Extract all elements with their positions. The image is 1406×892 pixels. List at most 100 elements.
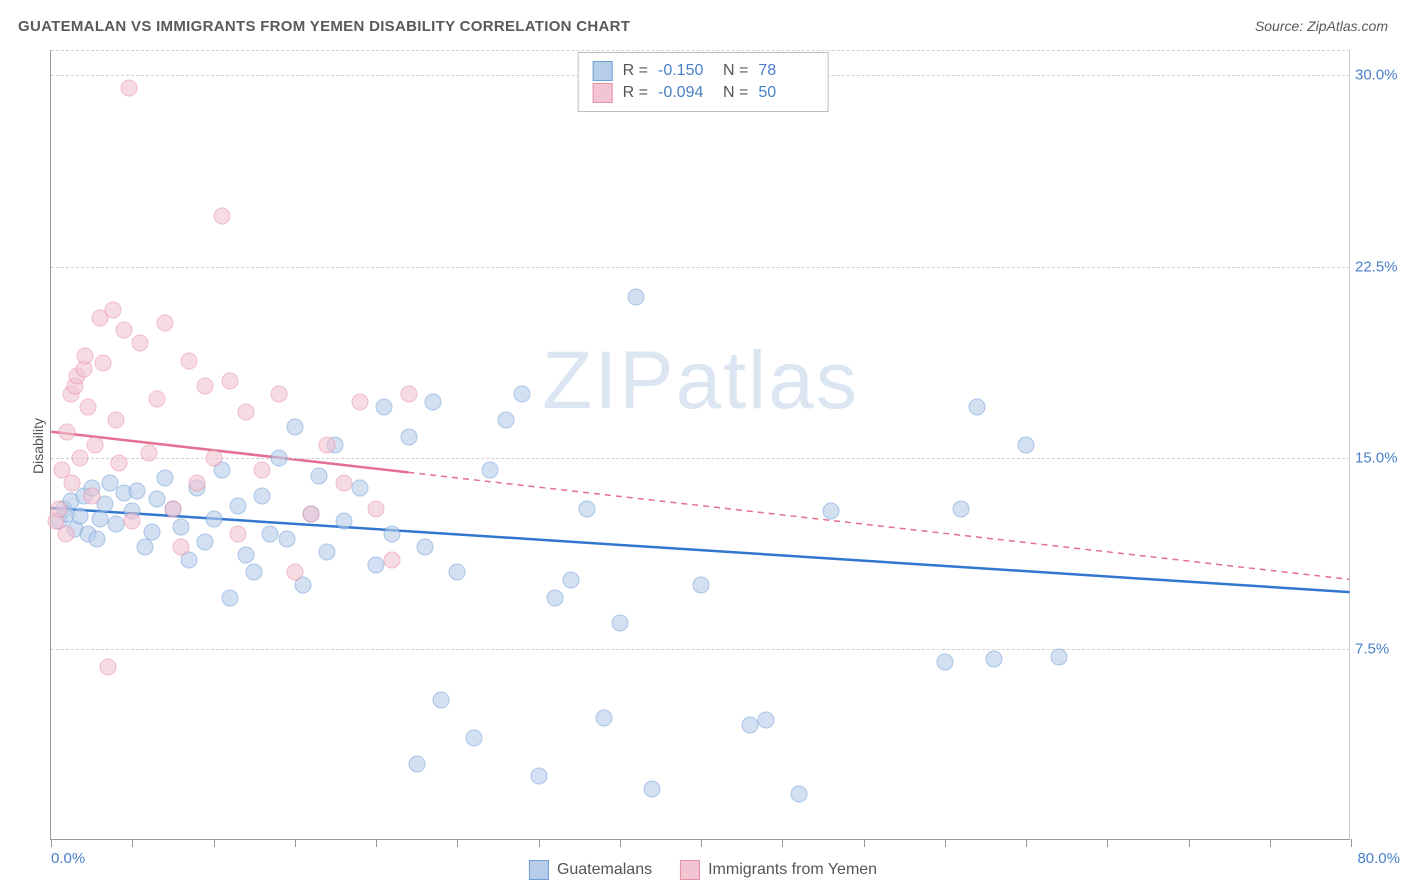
scatter-point bbox=[137, 538, 154, 555]
x-tick bbox=[864, 839, 865, 847]
scatter-point bbox=[121, 80, 138, 97]
scatter-point bbox=[173, 518, 190, 535]
scatter-point bbox=[351, 480, 368, 497]
scatter-point bbox=[278, 531, 295, 548]
scatter-point bbox=[319, 544, 336, 561]
scatter-point bbox=[262, 526, 279, 543]
gridline bbox=[51, 649, 1350, 650]
scatter-point bbox=[790, 786, 807, 803]
gridline bbox=[51, 267, 1350, 268]
x-axis-max-label: 80.0% bbox=[1357, 850, 1400, 867]
y-tick-label: 30.0% bbox=[1355, 67, 1405, 84]
r-label: R = bbox=[623, 62, 648, 80]
scatter-point bbox=[270, 449, 287, 466]
x-tick bbox=[457, 839, 458, 847]
chart-title: GUATEMALAN VS IMMIGRANTS FROM YEMEN DISA… bbox=[18, 18, 630, 35]
scatter-point bbox=[644, 781, 661, 798]
scatter-point bbox=[1018, 437, 1035, 454]
trend-line-solid bbox=[51, 432, 408, 473]
legend-stat-row: R =-0.150N =78 bbox=[593, 61, 814, 81]
y-tick-label: 22.5% bbox=[1355, 258, 1405, 275]
scatter-point bbox=[286, 564, 303, 581]
scatter-point bbox=[335, 513, 352, 530]
x-tick bbox=[620, 839, 621, 847]
scatter-point bbox=[116, 322, 133, 339]
x-tick bbox=[539, 839, 540, 847]
scatter-point bbox=[57, 526, 74, 543]
scatter-point bbox=[197, 533, 214, 550]
x-tick bbox=[1026, 839, 1027, 847]
legend-swatch bbox=[529, 860, 549, 880]
x-tick bbox=[1351, 839, 1352, 847]
scatter-point bbox=[205, 510, 222, 527]
scatter-point bbox=[143, 523, 160, 540]
plot-area: ZIPatlas 0.0% 80.0% 7.5%15.0%22.5%30.0% bbox=[50, 50, 1350, 840]
scatter-point bbox=[758, 712, 775, 729]
scatter-point bbox=[197, 378, 214, 395]
scatter-point bbox=[449, 564, 466, 581]
scatter-point bbox=[546, 589, 563, 606]
x-tick bbox=[1189, 839, 1190, 847]
scatter-point bbox=[433, 691, 450, 708]
scatter-point bbox=[953, 500, 970, 517]
scatter-point bbox=[424, 393, 441, 410]
scatter-point bbox=[108, 516, 125, 533]
n-value: 78 bbox=[758, 62, 813, 80]
scatter-point bbox=[254, 487, 271, 504]
scatter-point bbox=[51, 500, 68, 517]
scatter-point bbox=[59, 424, 76, 441]
scatter-point bbox=[969, 398, 986, 415]
scatter-point bbox=[985, 651, 1002, 668]
scatter-point bbox=[246, 564, 263, 581]
scatter-point bbox=[579, 500, 596, 517]
scatter-point bbox=[148, 490, 165, 507]
scatter-point bbox=[563, 572, 580, 589]
scatter-point bbox=[72, 508, 89, 525]
source-attribution: Source: ZipAtlas.com bbox=[1255, 18, 1388, 34]
scatter-point bbox=[156, 470, 173, 487]
scatter-point bbox=[936, 653, 953, 670]
x-tick bbox=[214, 839, 215, 847]
scatter-point bbox=[368, 556, 385, 573]
x-axis-min-label: 0.0% bbox=[51, 850, 85, 867]
scatter-point bbox=[229, 526, 246, 543]
scatter-point bbox=[498, 411, 515, 428]
scatter-point bbox=[1050, 648, 1067, 665]
x-tick bbox=[51, 839, 52, 847]
scatter-point bbox=[514, 386, 531, 403]
scatter-point bbox=[465, 730, 482, 747]
legend-stat-row: R =-0.094N =50 bbox=[593, 83, 814, 103]
r-value: -0.150 bbox=[658, 62, 713, 80]
x-tick bbox=[376, 839, 377, 847]
scatter-point bbox=[376, 398, 393, 415]
legend-swatch bbox=[680, 860, 700, 880]
scatter-point bbox=[83, 487, 100, 504]
scatter-point bbox=[91, 510, 108, 527]
scatter-point bbox=[64, 475, 81, 492]
scatter-point bbox=[129, 482, 146, 499]
x-tick bbox=[1270, 839, 1271, 847]
scatter-point bbox=[173, 538, 190, 555]
scatter-point bbox=[221, 589, 238, 606]
scatter-point bbox=[335, 475, 352, 492]
scatter-point bbox=[132, 335, 149, 352]
scatter-point bbox=[80, 398, 97, 415]
scatter-point bbox=[254, 462, 271, 479]
scatter-point bbox=[181, 352, 198, 369]
scatter-point bbox=[213, 207, 230, 224]
scatter-point bbox=[319, 437, 336, 454]
scatter-point bbox=[286, 419, 303, 436]
trend-lines-svg bbox=[51, 50, 1350, 839]
legend-label: Guatemalans bbox=[557, 861, 652, 879]
x-tick bbox=[295, 839, 296, 847]
scatter-point bbox=[221, 373, 238, 390]
x-tick bbox=[782, 839, 783, 847]
scatter-point bbox=[238, 403, 255, 420]
x-tick bbox=[945, 839, 946, 847]
legend-swatch bbox=[593, 61, 613, 81]
scatter-point bbox=[124, 513, 141, 530]
scatter-point bbox=[368, 500, 385, 517]
scatter-point bbox=[86, 437, 103, 454]
gridline bbox=[51, 458, 1350, 459]
scatter-point bbox=[229, 498, 246, 515]
